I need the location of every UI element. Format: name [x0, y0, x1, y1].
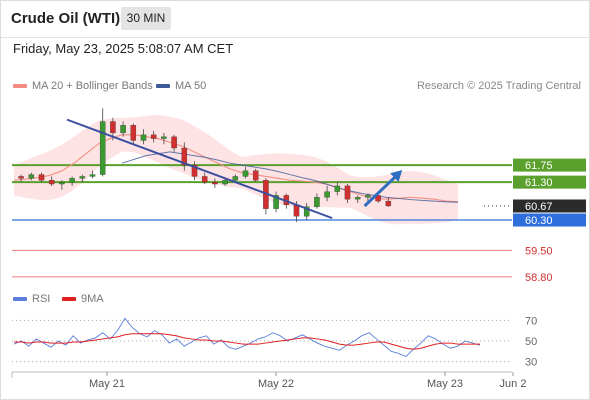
credit-text: Research © 2025 Trading Central	[416, 80, 581, 92]
candle-body	[110, 121, 116, 134]
candle-body	[171, 136, 177, 149]
candle-body	[89, 174, 96, 177]
candle-body	[69, 178, 75, 183]
rsi-swatch	[13, 297, 27, 302]
legend-rsi-label: RSI	[32, 293, 51, 305]
ma20-swatch	[13, 84, 27, 89]
level-label-60.67: 60.67	[525, 201, 553, 213]
candle-body	[232, 176, 239, 181]
ma50-swatch	[156, 84, 170, 89]
header-bar: Crude Oil (WTI) 30 MIN	[0, 0, 590, 38]
legend-rsi: RSI	[13, 293, 50, 305]
candle-body	[365, 195, 371, 198]
series-line-ma20	[13, 134, 459, 203]
rsi-ma-swatch	[62, 297, 76, 302]
level-label-61.75: 61.75	[525, 160, 553, 172]
instrument-title: Crude Oil (WTI)	[11, 10, 121, 27]
candle-body	[28, 174, 35, 179]
level-tag-60.67	[513, 199, 586, 213]
candle-body	[334, 185, 341, 192]
level-label-59.50: 59.50	[525, 245, 553, 257]
rsi-tick-label: 50	[525, 336, 537, 348]
candle-body	[314, 197, 320, 207]
candle-body	[59, 181, 65, 185]
level-label-61.30: 61.30	[525, 177, 553, 189]
legend-rsi-ma-label: 9MA	[81, 293, 104, 305]
legend-ma50-label: MA 50	[175, 80, 207, 92]
candle-body	[140, 134, 147, 141]
rsi-tick-label: 30	[525, 357, 537, 369]
legend-ma20: MA 20 + Bollinger Bands	[13, 80, 153, 92]
candle-body	[375, 195, 381, 202]
forecast-arrow-head	[390, 170, 403, 182]
rsi-series-rsi	[13, 317, 481, 358]
candle-body	[212, 181, 218, 185]
level-tag-60.30	[513, 213, 586, 227]
candle-body	[191, 164, 198, 177]
candle-body	[181, 147, 188, 166]
timestamp: Friday, May 23, 2025 5:08:07 AM CET	[13, 41, 234, 56]
series-line-ma50	[121, 151, 459, 203]
candle-body	[150, 134, 157, 139]
candle-body	[242, 170, 249, 177]
legend-ma50: MA 50	[156, 80, 206, 92]
bollinger-band-fill	[14, 114, 458, 225]
legend-ma20-label: MA 20 + Bollinger Bands	[32, 80, 153, 92]
candle-body	[48, 180, 55, 185]
candle-body	[354, 197, 361, 200]
level-label-58.80: 58.80	[525, 272, 553, 284]
candle-body	[99, 121, 106, 175]
candle-body	[385, 200, 392, 207]
trendline	[66, 118, 333, 220]
candle-body	[18, 176, 24, 179]
level-tag-61.75	[513, 158, 586, 172]
timeframe-button[interactable]: 30 MIN	[121, 7, 171, 30]
rsi-series-rsi_ma	[14, 333, 480, 350]
candle-body	[130, 125, 137, 141]
legend-rsi-ma: 9MA	[62, 293, 104, 305]
level-tag-61.30	[513, 175, 586, 189]
x-tick-label: Jun 2	[500, 378, 527, 390]
candle-body	[120, 125, 126, 134]
candle-body	[252, 170, 259, 181]
candle-body	[273, 195, 279, 209]
candle-body	[324, 191, 330, 198]
x-tick-label: May 22	[258, 378, 294, 390]
candle-body	[201, 176, 208, 183]
candle-body	[161, 136, 167, 139]
candle-body	[344, 185, 351, 200]
x-tick-label: May 21	[89, 378, 125, 390]
rsi-tick-label: 70	[525, 315, 537, 327]
forecast-arrow-shaft	[363, 172, 400, 208]
candle-body	[38, 174, 45, 181]
candle-body	[303, 206, 310, 217]
x-tick-label: May 23	[427, 378, 463, 390]
candle-body	[79, 176, 86, 179]
candle-body	[222, 180, 228, 185]
level-label-60.30: 60.30	[525, 215, 553, 227]
